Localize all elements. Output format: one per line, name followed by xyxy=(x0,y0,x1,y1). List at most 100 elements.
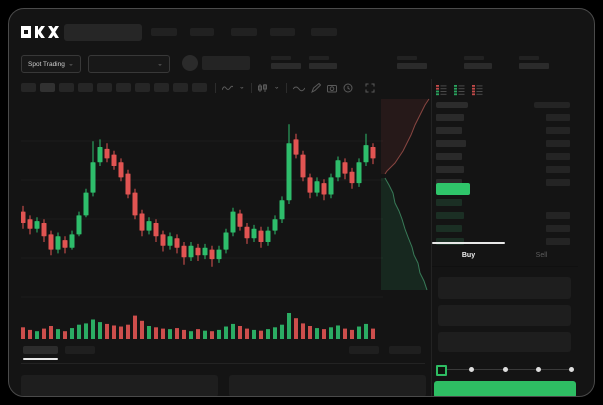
ticker-stat xyxy=(464,56,492,69)
buy-tab-underline xyxy=(432,242,505,244)
buy-submit-button[interactable] xyxy=(434,381,576,396)
chart-tools: ⌄ ⌄ xyxy=(215,81,375,94)
chevron-down-icon: ⌄ xyxy=(157,61,163,67)
ask-row[interactable] xyxy=(436,179,570,186)
price-placeholder xyxy=(436,127,462,134)
amount-placeholder xyxy=(546,179,570,186)
price-placeholder xyxy=(436,153,462,160)
candles-icon[interactable] xyxy=(257,83,268,93)
chart-bottom-tab[interactable] xyxy=(389,346,421,354)
orderbook-header-col xyxy=(534,102,570,108)
ticker-stat xyxy=(309,56,337,69)
market-type-label: Spot Trading xyxy=(28,60,65,68)
timeframe-button[interactable] xyxy=(40,83,55,92)
chevron-down-icon: ⌄ xyxy=(68,61,74,67)
bid-row[interactable] xyxy=(436,212,570,219)
market-type-dropdown[interactable]: Spot Trading ⌄ xyxy=(21,55,81,73)
bottom-panel-placeholder xyxy=(229,375,426,396)
amount-placeholder xyxy=(546,140,570,147)
pencil-icon[interactable] xyxy=(310,82,321,93)
nav-item-placeholder[interactable] xyxy=(231,28,257,36)
price-placeholder xyxy=(436,225,462,232)
order-field-placeholder[interactable] xyxy=(438,305,571,326)
wave-icon[interactable] xyxy=(222,83,233,93)
last-price-indicator[interactable] xyxy=(436,183,470,195)
slider-stop[interactable] xyxy=(469,367,475,372)
trade-tabs: Buy Sell xyxy=(432,242,578,267)
nav-item-placeholder[interactable] xyxy=(190,28,214,36)
ask-row[interactable] xyxy=(436,153,570,160)
slider-handle[interactable] xyxy=(436,365,447,376)
price-placeholder xyxy=(436,238,464,245)
expand-icon[interactable] xyxy=(365,83,375,93)
global-search-input[interactable] xyxy=(64,24,142,41)
orderbook-asks[interactable] xyxy=(436,114,570,192)
timeframe-button[interactable] xyxy=(78,83,93,92)
price-placeholder xyxy=(436,140,466,147)
ticker-stat xyxy=(519,56,549,69)
timeframe-button[interactable] xyxy=(135,83,150,92)
book-asks-icon[interactable] xyxy=(472,85,483,96)
candlestick-chart[interactable] xyxy=(21,101,383,343)
timeframe-button[interactable] xyxy=(173,83,188,92)
amount-placeholder xyxy=(546,127,570,134)
amount-placeholder xyxy=(546,212,570,219)
amount-placeholder xyxy=(546,225,570,232)
timeframe-button[interactable] xyxy=(21,83,36,92)
slider-stop[interactable] xyxy=(535,367,541,372)
slider-stop[interactable] xyxy=(569,367,574,372)
chart-bottom-tab-active[interactable] xyxy=(23,346,58,354)
clock-icon[interactable] xyxy=(343,83,353,93)
divider xyxy=(21,363,425,364)
ask-row[interactable] xyxy=(436,166,570,173)
orderbook-bids[interactable] xyxy=(436,199,570,251)
order-field-placeholder[interactable] xyxy=(438,277,571,299)
nav-item-placeholder[interactable] xyxy=(311,28,337,36)
chart-bottom-tab[interactable] xyxy=(349,346,379,354)
book-combined-icon[interactable] xyxy=(436,85,447,96)
amount-placeholder xyxy=(546,153,570,160)
coin-icon xyxy=(182,55,198,71)
amount-placeholder xyxy=(546,238,570,245)
depth-chart[interactable] xyxy=(381,97,431,299)
price-placeholder xyxy=(436,212,464,219)
squiggle-icon[interactable] xyxy=(292,83,305,93)
chevron-down-icon[interactable]: ⌄ xyxy=(273,84,280,91)
nav-item-placeholder[interactable] xyxy=(270,28,295,36)
tab-sell[interactable]: Sell xyxy=(535,252,548,259)
price-placeholder xyxy=(436,114,464,121)
active-tab-underline xyxy=(23,358,58,360)
timeframe-row xyxy=(21,83,207,92)
ticker-stat xyxy=(397,56,427,69)
timeframe-button[interactable] xyxy=(192,83,207,92)
bid-row[interactable] xyxy=(436,199,570,206)
timeframe-button[interactable] xyxy=(97,83,112,92)
slider-stop[interactable] xyxy=(502,367,508,372)
ask-row[interactable] xyxy=(436,127,570,134)
timeframe-button[interactable] xyxy=(59,83,74,92)
pair-dropdown[interactable]: ⌄ xyxy=(88,55,170,73)
amount-slider[interactable] xyxy=(436,365,574,376)
bid-row[interactable] xyxy=(436,225,570,232)
ask-row[interactable] xyxy=(436,140,570,147)
tab-buy[interactable]: Buy xyxy=(461,252,476,259)
price-placeholder xyxy=(436,199,462,206)
book-bids-icon[interactable] xyxy=(454,85,465,96)
camera-icon[interactable] xyxy=(326,83,337,93)
orderbook-view-toggles xyxy=(436,85,483,96)
price-placeholder xyxy=(436,179,462,186)
amount-placeholder xyxy=(546,166,570,173)
chart-bottom-tab[interactable] xyxy=(65,346,95,354)
bid-row[interactable] xyxy=(436,238,570,245)
timeframe-button[interactable] xyxy=(154,83,169,92)
ask-row[interactable] xyxy=(436,114,570,121)
timeframe-button[interactable] xyxy=(116,83,131,92)
orderbook-header xyxy=(436,102,570,108)
amount-placeholder xyxy=(546,114,570,121)
last-price-placeholder xyxy=(202,56,250,70)
order-field-placeholder[interactable] xyxy=(438,332,571,352)
chevron-down-icon[interactable]: ⌄ xyxy=(239,84,245,91)
nav-item-placeholder[interactable] xyxy=(151,28,177,36)
ticker-stat xyxy=(271,56,301,69)
okx-logo xyxy=(21,26,59,38)
